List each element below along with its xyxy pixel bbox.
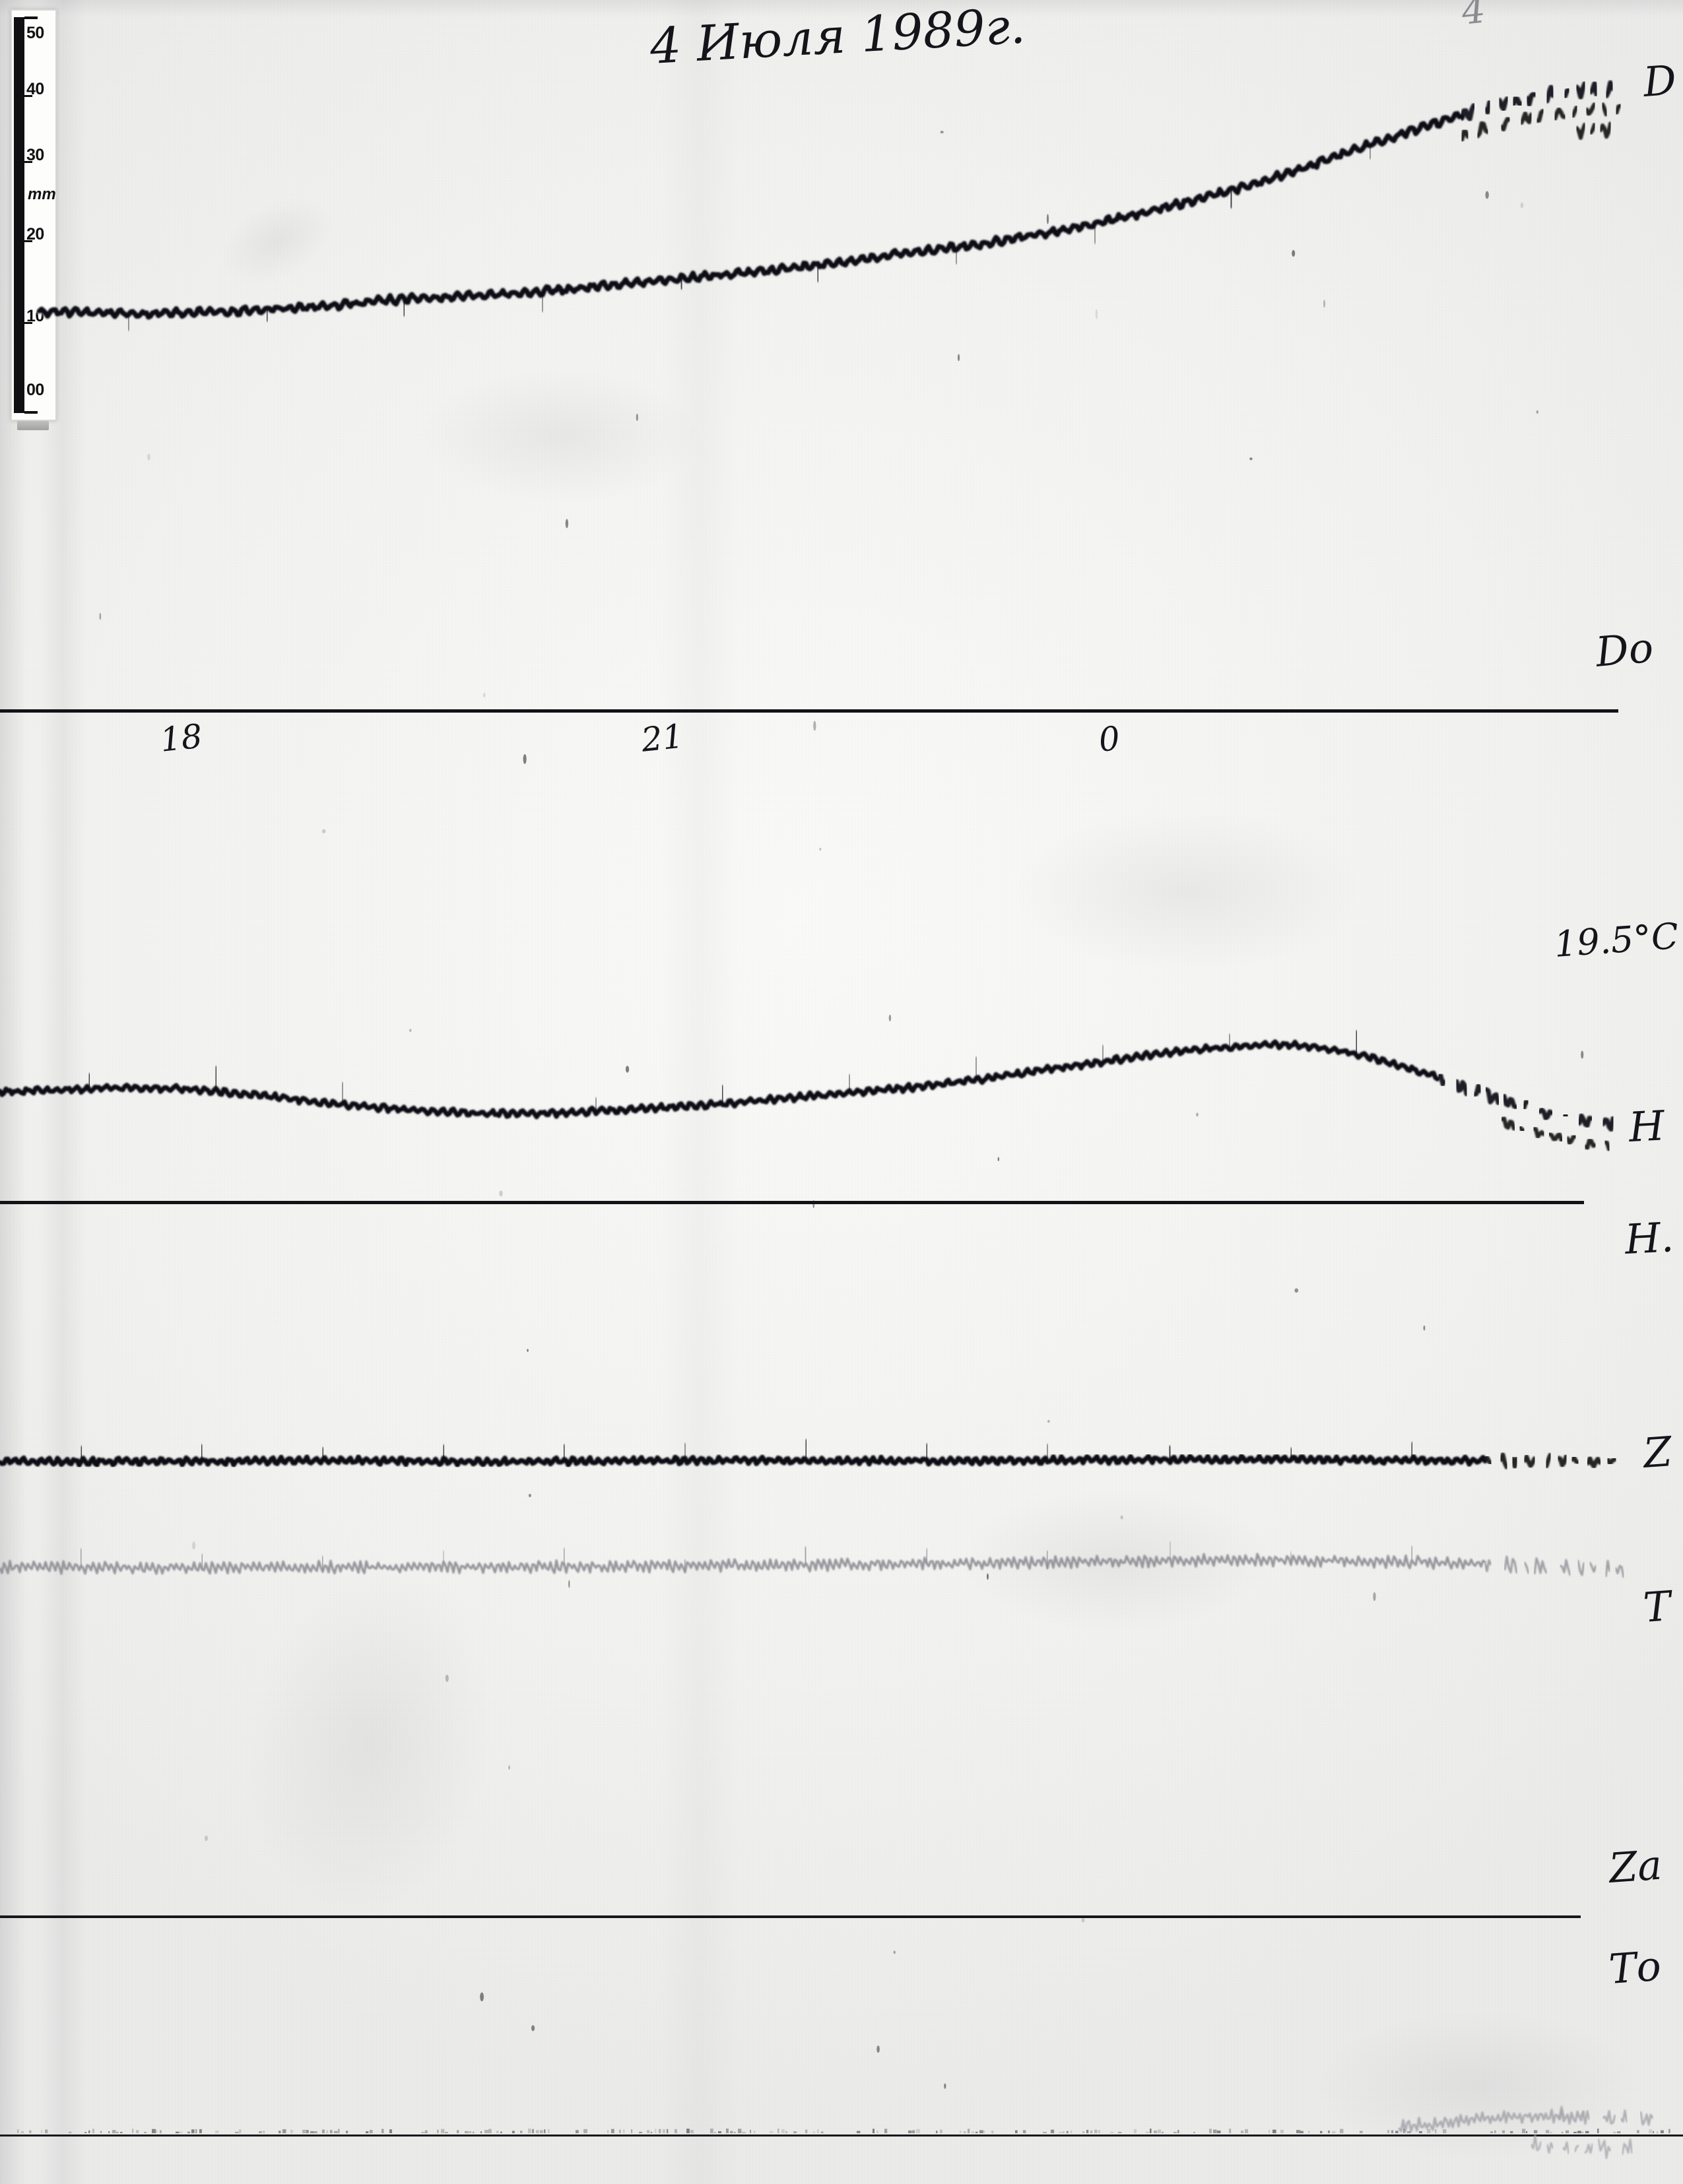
mm-scale-ruler: 50 40 30 mm 20 10 00 bbox=[11, 9, 57, 430]
ruler-tick-20 bbox=[24, 240, 32, 242]
ruler-tick-40 bbox=[24, 95, 32, 97]
temperature-annotation: 19.5°C bbox=[1552, 915, 1680, 965]
band2-bottom-label: H. bbox=[1624, 1213, 1675, 1264]
band3-upper-right-label: Z bbox=[1641, 1427, 1674, 1477]
band4-top-label: Zа bbox=[1607, 1840, 1664, 1892]
time-label-21: 21 bbox=[639, 717, 686, 759]
ruler-label-00: 00 bbox=[26, 381, 44, 399]
band3-lower-right-label: T bbox=[1641, 1582, 1672, 1632]
baseline-band2 bbox=[0, 1201, 1584, 1204]
ruler-label-10: 10 bbox=[26, 307, 44, 325]
band2-right-label: H bbox=[1628, 1101, 1666, 1151]
scale-bottom-cap bbox=[24, 411, 38, 414]
scale-bar bbox=[14, 17, 24, 413]
paper-edge-shadow bbox=[0, 0, 1683, 17]
scale-top-cap bbox=[24, 16, 38, 19]
day-mark: 4 bbox=[1459, 0, 1488, 34]
band4-bottom-label: Tо bbox=[1607, 1941, 1663, 1993]
ruler-tick-30 bbox=[24, 161, 32, 163]
ruler-label-50: 50 bbox=[26, 24, 44, 42]
ruler-foot bbox=[17, 421, 49, 430]
ruler-unit-label: mm bbox=[28, 185, 56, 203]
ruler-tick-10 bbox=[24, 322, 32, 324]
baseline-band4 bbox=[0, 1915, 1581, 1918]
ruler-label-40: 40 bbox=[26, 80, 44, 98]
band1-bottom-label: Do bbox=[1593, 623, 1655, 676]
baseline-bottom bbox=[0, 2135, 1683, 2136]
ruler-label-30: 30 bbox=[26, 146, 44, 164]
band1-right-label: D bbox=[1641, 55, 1678, 106]
ruler-label-20: 20 bbox=[26, 225, 44, 243]
baseline-band1 bbox=[0, 709, 1618, 713]
time-label-0: 0 bbox=[1096, 719, 1122, 759]
time-label-18: 18 bbox=[158, 717, 205, 759]
